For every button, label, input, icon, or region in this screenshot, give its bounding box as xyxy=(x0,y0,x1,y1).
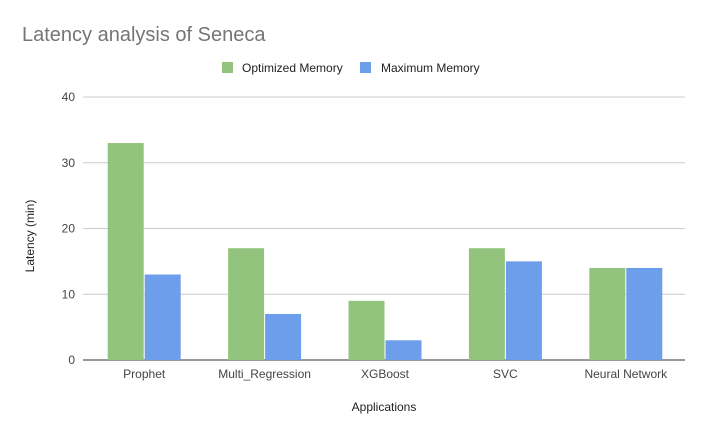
x-tick-label: Neural Network xyxy=(584,367,668,381)
y-tick-label: 20 xyxy=(62,222,76,236)
y-axis-title: Latency (min) xyxy=(23,200,37,273)
legend-label-maximum-memory: Maximum Memory xyxy=(381,61,480,75)
y-tick-label: 30 xyxy=(62,156,76,170)
bar-optimized-memory xyxy=(468,248,505,360)
x-tick-label: XGBoost xyxy=(361,367,410,381)
y-tick-label: 10 xyxy=(62,287,76,301)
legend-label-optimized-memory: Optimized Memory xyxy=(242,61,343,75)
chart-title: Latency analysis of Seneca xyxy=(22,24,266,46)
bar-maximum-memory xyxy=(385,340,422,360)
x-tick-label: SVC xyxy=(493,367,518,381)
bar-optimized-memory xyxy=(107,143,144,360)
x-axis-ticks: Prophet Multi_Regression XGBoost SVC Neural … xyxy=(123,367,668,381)
x-axis-title: Applications xyxy=(352,400,417,414)
bar-maximum-memory xyxy=(626,267,663,360)
legend: Optimized Memory Maximum Memory xyxy=(222,61,480,75)
bar-maximum-memory xyxy=(144,274,181,360)
legend-swatch-maximum-memory xyxy=(360,62,371,73)
bar-optimized-memory xyxy=(228,248,265,360)
y-tick-label: 0 xyxy=(68,353,75,367)
bar-maximum-memory xyxy=(505,261,542,360)
bar-maximum-memory xyxy=(265,313,302,360)
y-axis-ticks: 0 10 20 30 40 xyxy=(62,90,76,367)
bars xyxy=(107,143,663,360)
bar-optimized-memory xyxy=(348,300,385,360)
x-tick-label: Multi_Regression xyxy=(218,367,311,381)
x-tick-label: Prophet xyxy=(123,367,166,381)
bar-optimized-memory xyxy=(589,267,626,360)
legend-swatch-optimized-memory xyxy=(222,62,233,73)
y-tick-label: 40 xyxy=(62,90,76,104)
